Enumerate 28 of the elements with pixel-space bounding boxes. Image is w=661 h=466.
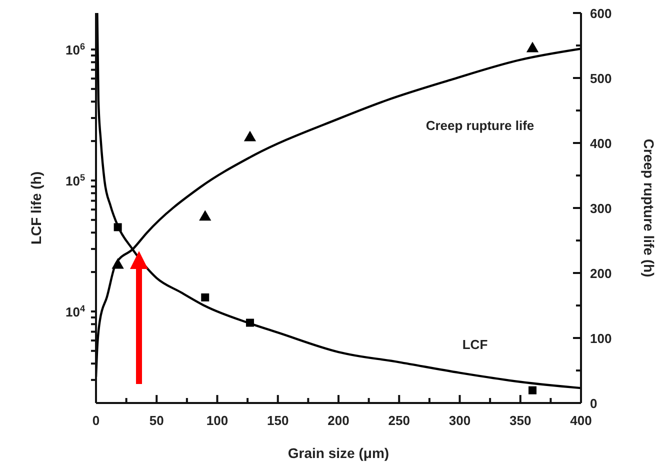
y-tick-label: 10$^{5}$ [65,172,85,188]
y2-axis-title: Creep rupture life (h) [641,138,658,278]
y2-tick-label: 0 [590,396,598,411]
y2-tick-label: 300 [590,201,612,216]
y2-tick-label: 200 [590,266,612,281]
x-tick-label: 400 [570,413,592,428]
point [246,318,254,327]
x-tick-label: 250 [388,413,410,428]
y2-tick-label: 100 [590,331,612,346]
x-tick-label: 300 [448,413,471,428]
x-tick-label: 150 [267,413,289,428]
y-tick-label: 10$^{4}$ [65,303,86,320]
y2-tick-label: 600 [590,6,612,21]
x-tick-label: 350 [510,413,532,428]
y2-tick-label: 400 [590,136,612,151]
x-axis-title: Grain size (μm) [288,445,390,461]
point [201,293,210,302]
y2-tick-label: 500 [590,71,612,86]
point [528,386,536,394]
text: Creep rupture life [425,117,535,134]
x-tick-label: 50 [149,413,164,428]
x-tick-label: 0 [92,413,100,428]
series-label: LCF [461,336,489,353]
x-tick-label: 200 [328,413,350,428]
y-tick-label: 10$^{6}$ [65,42,85,58]
x-tick-label: 100 [206,413,228,428]
point [114,223,122,232]
y-axis-title: LCF life (h) [28,171,44,245]
